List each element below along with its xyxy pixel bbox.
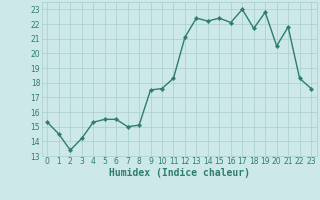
X-axis label: Humidex (Indice chaleur): Humidex (Indice chaleur) xyxy=(109,168,250,178)
